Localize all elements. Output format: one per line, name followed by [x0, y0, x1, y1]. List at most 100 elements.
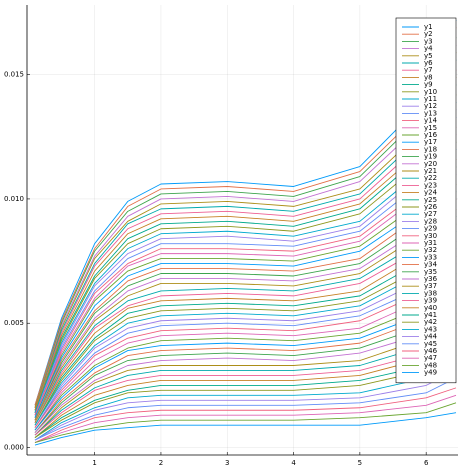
series-line [34, 223, 457, 426]
x-tick-label: 6 [424, 459, 429, 467]
legend-label: y29 [424, 225, 437, 233]
series-line [34, 305, 457, 433]
legend-label: y33 [424, 253, 437, 261]
series-line [34, 173, 457, 421]
legend-label: y32 [424, 246, 437, 254]
series-line [34, 37, 457, 408]
legend-label: y14 [424, 117, 438, 125]
legend-label: y15 [424, 124, 437, 132]
series-line [34, 198, 457, 423]
y-tick-label: 0.010 [4, 195, 24, 203]
series-line [34, 387, 457, 443]
series-line [34, 101, 457, 413]
series-line [34, 59, 457, 411]
series-line [34, 216, 457, 426]
legend-label: y41 [424, 311, 437, 319]
series-line [34, 280, 457, 431]
axes: 1 2 3 4 5 6 0.000 0.005 0.010 0.015 [4, 5, 458, 467]
series-line [34, 320, 457, 436]
legend-label: y5 [424, 52, 433, 60]
series-line [34, 263, 457, 431]
legend-label: y20 [424, 160, 437, 168]
legend-label: y40 [424, 304, 437, 312]
legend-label: y43 [424, 325, 437, 333]
series-line [34, 312, 457, 436]
legend-label: y4 [424, 45, 433, 53]
legend-label: y1 [424, 23, 433, 31]
legend-label: y22 [424, 174, 437, 182]
legend-label: y3 [424, 37, 433, 45]
series-line [34, 273, 457, 431]
series-line [34, 412, 457, 446]
legend-label: y31 [424, 239, 437, 247]
series-line [34, 394, 457, 443]
series-line [34, 94, 457, 413]
legend-label: y10 [424, 88, 437, 96]
plot-lines [34, 19, 457, 446]
series-line [34, 345, 457, 438]
series-line [34, 84, 457, 413]
series-line [34, 183, 457, 421]
legend-label: y48 [424, 361, 437, 369]
series-line [34, 141, 457, 418]
legend-label: y2 [424, 30, 433, 38]
series-line [34, 148, 457, 418]
legend-label: y36 [424, 275, 438, 283]
legend-label: y13 [424, 109, 437, 117]
series-line [34, 158, 457, 421]
series-line [34, 208, 457, 423]
series-line [34, 248, 457, 428]
series-line [34, 255, 457, 428]
x-tick-label: 4 [291, 459, 296, 467]
legend-label: y16 [424, 131, 438, 139]
legend-label: y12 [424, 102, 437, 110]
series-line [34, 76, 457, 411]
series-line [34, 288, 457, 433]
legend-label: y19 [424, 153, 437, 161]
legend-label: y28 [424, 217, 437, 225]
legend-label: y7 [424, 66, 433, 74]
series-line [34, 134, 457, 418]
legend-label: y6 [424, 59, 433, 67]
series-line [34, 355, 457, 438]
series-line [34, 298, 457, 433]
series-line [34, 191, 457, 423]
legend-label: y46 [424, 347, 438, 355]
series-line [34, 109, 457, 416]
series-line [34, 116, 457, 416]
y-tick-label: 0.015 [4, 71, 24, 79]
y-tick-label: 0.005 [4, 319, 24, 327]
series-line [34, 377, 457, 441]
legend-label: y39 [424, 297, 437, 305]
series-line [34, 166, 457, 421]
legend-label: y45 [424, 340, 437, 348]
legend-label: y44 [424, 333, 438, 341]
series-line [34, 69, 457, 411]
series-line [34, 337, 457, 438]
series-line [34, 44, 457, 408]
legend-label: y34 [424, 261, 438, 269]
legend-label: y24 [424, 189, 438, 197]
series-line [34, 370, 457, 441]
series-line [34, 52, 457, 408]
series-line [34, 240, 457, 428]
legend-label: y26 [424, 203, 438, 211]
series-line [34, 330, 457, 436]
legend: y1y2y3y4y5y6y7y8y9y10y11y12y13y14y15y16y… [395, 17, 457, 384]
legend-label: y8 [424, 73, 433, 81]
series-line [34, 27, 457, 406]
legend-label: y30 [424, 232, 437, 240]
y-tick-label: 0.000 [4, 444, 24, 452]
legend-label: y25 [424, 196, 437, 204]
legend-label: y47 [424, 354, 437, 362]
legend-label: y27 [424, 210, 437, 218]
legend-label: y21 [424, 167, 437, 175]
legend-label: y35 [424, 268, 437, 276]
legend-label: y23 [424, 181, 437, 189]
legend-label: y18 [424, 145, 437, 153]
legend-label: y11 [424, 95, 437, 103]
legend-label: y17 [424, 138, 437, 146]
series-line [34, 230, 457, 426]
x-tick-label: 2 [159, 459, 163, 467]
